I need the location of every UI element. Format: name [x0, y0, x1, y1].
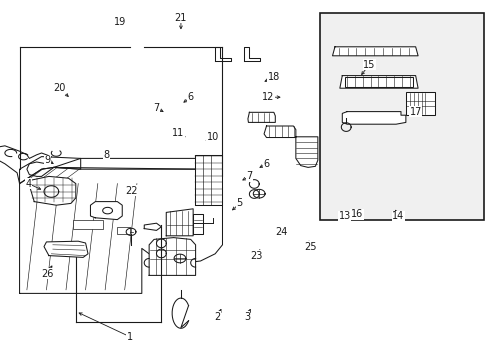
Text: 4: 4: [25, 179, 31, 189]
Bar: [73, 220, 102, 229]
Text: 2: 2: [214, 312, 220, 322]
Polygon shape: [295, 137, 317, 167]
Text: 13: 13: [338, 211, 350, 221]
Text: 7: 7: [246, 171, 252, 181]
Polygon shape: [149, 238, 195, 275]
Text: 25: 25: [304, 242, 316, 252]
Polygon shape: [144, 223, 161, 230]
Polygon shape: [332, 47, 417, 56]
Text: 24: 24: [274, 227, 287, 237]
Polygon shape: [339, 76, 417, 88]
Text: 1: 1: [126, 332, 132, 342]
Text: 11: 11: [172, 128, 184, 138]
Polygon shape: [44, 241, 88, 257]
Polygon shape: [244, 47, 260, 61]
Polygon shape: [193, 214, 203, 234]
Polygon shape: [215, 47, 230, 61]
Text: 21: 21: [174, 13, 187, 23]
Text: 5: 5: [236, 198, 242, 208]
Polygon shape: [342, 112, 405, 124]
Text: 18: 18: [267, 72, 280, 82]
Polygon shape: [90, 202, 122, 220]
Polygon shape: [20, 157, 81, 184]
Polygon shape: [54, 158, 220, 176]
Text: 14: 14: [391, 211, 404, 221]
Text: 7: 7: [153, 103, 159, 113]
Polygon shape: [29, 176, 76, 205]
Text: 3: 3: [244, 312, 249, 322]
Polygon shape: [20, 167, 222, 293]
Text: 17: 17: [408, 107, 421, 117]
Text: 22: 22: [124, 186, 137, 196]
Polygon shape: [247, 112, 275, 122]
Bar: [344, 77, 412, 87]
Text: 8: 8: [103, 150, 109, 160]
Polygon shape: [172, 298, 188, 328]
Polygon shape: [264, 126, 295, 138]
Text: 10: 10: [206, 132, 219, 142]
Text: 12: 12: [261, 92, 274, 102]
Bar: [320, 13, 483, 220]
Text: 9: 9: [45, 155, 51, 165]
Polygon shape: [194, 155, 222, 205]
Text: 26: 26: [41, 269, 54, 279]
Text: 6: 6: [187, 92, 193, 102]
Bar: [117, 227, 129, 234]
Bar: [405, 92, 434, 115]
Polygon shape: [166, 209, 193, 236]
Text: 23: 23: [250, 251, 263, 261]
Text: 16: 16: [350, 209, 363, 219]
Text: 19: 19: [113, 17, 126, 27]
Text: 20: 20: [53, 83, 66, 93]
Text: 6: 6: [263, 159, 269, 169]
Text: 15: 15: [362, 60, 375, 70]
